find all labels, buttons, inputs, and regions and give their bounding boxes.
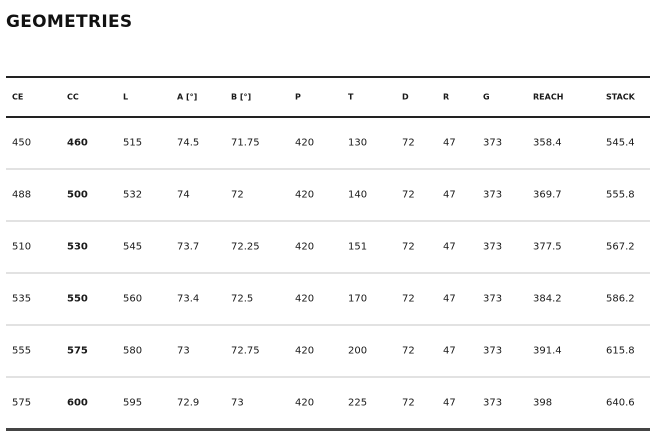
table-cell: 420: [295, 189, 315, 201]
table-row: 450 460 515 74.5 71.75 420 130 72 47 373 358.4 545.…: [6, 118, 650, 170]
table-cell: 515: [123, 137, 143, 149]
table-cell: 575: [67, 345, 88, 357]
table-cell: 384.2: [533, 293, 562, 305]
table-cell: 377.5: [533, 241, 562, 253]
table-cell: 373: [483, 137, 503, 149]
table-cell: 369.7: [533, 189, 562, 201]
table-cell: 373: [483, 189, 503, 201]
column-header: CE: [12, 92, 24, 102]
table-cell: 398: [533, 397, 553, 409]
table-cell: 510: [12, 241, 32, 253]
table-cell: 151: [348, 241, 368, 253]
table-cell: 550: [67, 293, 88, 305]
table-cell: 595: [123, 397, 143, 409]
table-header-row: CE CC L A [°] B [°] P T D R G REACH STACK: [6, 76, 650, 118]
table-cell: 140: [348, 189, 368, 201]
column-header: D: [402, 92, 409, 102]
column-header: T: [348, 92, 354, 102]
column-header: STACK: [606, 92, 635, 102]
table-cell: 420: [295, 293, 315, 305]
table-row: 535 550 560 73.4 72.5 420 170 72 47 373 384.2 586.2: [6, 274, 650, 326]
table-cell: 373: [483, 293, 503, 305]
table-cell: 555.8: [606, 189, 635, 201]
table-cell: 391.4: [533, 345, 562, 357]
table-cell: 73: [231, 397, 244, 409]
table-cell: 555: [12, 345, 32, 357]
column-header: P: [295, 92, 301, 102]
table-cell: 71.75: [231, 137, 260, 149]
table-cell: 72: [402, 189, 415, 201]
table-cell: 72.5: [231, 293, 254, 305]
table-cell: 72.9: [177, 397, 200, 409]
table-cell: 47: [443, 189, 456, 201]
table-cell: 72: [402, 345, 415, 357]
column-header: B [°]: [231, 92, 252, 102]
column-header: R: [443, 92, 450, 102]
table-row: 510 530 545 73.7 72.25 420 151 72 47 373 377.5 567.…: [6, 222, 650, 274]
column-header: A [°]: [177, 92, 198, 102]
table-cell: 488: [12, 189, 32, 201]
table-cell: 560: [123, 293, 143, 305]
table-cell: 74: [177, 189, 190, 201]
table-cell: 460: [67, 137, 88, 149]
table-cell: 358.4: [533, 137, 562, 149]
table-cell: 530: [67, 241, 88, 253]
table-cell: 47: [443, 293, 456, 305]
table-cell: 600: [67, 397, 88, 409]
table-cell: 586.2: [606, 293, 635, 305]
table-cell: 74.5: [177, 137, 200, 149]
table-cell: 72: [402, 397, 415, 409]
table-cell: 575: [12, 397, 32, 409]
table-cell: 73.7: [177, 241, 200, 253]
table-cell: 450: [12, 137, 32, 149]
table-cell: 373: [483, 241, 503, 253]
table-row: 575 600 595 72.9 73 420 225 72 47 373 398 640.6: [6, 378, 650, 431]
table-cell: 170: [348, 293, 368, 305]
table-cell: 130: [348, 137, 368, 149]
table-cell: 615.8: [606, 345, 635, 357]
table-cell: 420: [295, 137, 315, 149]
geometry-table: CE CC L A [°] B [°] P T D R G REACH STACK 450 460 515 7…: [6, 76, 650, 431]
table-cell: 545.4: [606, 137, 635, 149]
table-cell: 72: [402, 293, 415, 305]
column-header: L: [123, 92, 129, 102]
table-cell: 72: [402, 137, 415, 149]
table-cell: 47: [443, 397, 456, 409]
table-cell: 72.25: [231, 241, 260, 253]
table-cell: 580: [123, 345, 143, 357]
table-cell: 567.2: [606, 241, 635, 253]
table-cell: 640.6: [606, 397, 635, 409]
table-cell: 420: [295, 397, 315, 409]
table-cell: 545: [123, 241, 143, 253]
table-cell: 47: [443, 345, 456, 357]
table-cell: 73.4: [177, 293, 200, 305]
table-cell: 532: [123, 189, 143, 201]
column-header: G: [483, 92, 490, 102]
table-cell: 373: [483, 345, 503, 357]
table-cell: 73: [177, 345, 190, 357]
table-cell: 72.75: [231, 345, 260, 357]
table-cell: 373: [483, 397, 503, 409]
column-header: REACH: [533, 92, 564, 102]
column-header: CC: [67, 92, 79, 102]
table-row: 555 575 580 73 72.75 420 200 72 47 373 391.4 615.8: [6, 326, 650, 378]
table-cell: 200: [348, 345, 368, 357]
table-cell: 225: [348, 397, 368, 409]
table-cell: 47: [443, 241, 456, 253]
page-title: GEOMETRIES: [6, 12, 133, 32]
table-cell: 420: [295, 345, 315, 357]
table-cell: 420: [295, 241, 315, 253]
table-cell: 47: [443, 137, 456, 149]
table-cell: 72: [402, 241, 415, 253]
table-cell: 72: [231, 189, 244, 201]
table-cell: 500: [67, 189, 88, 201]
table-cell: 535: [12, 293, 32, 305]
table-row: 488 500 532 74 72 420 140 72 47 373 369.7 555.8: [6, 170, 650, 222]
